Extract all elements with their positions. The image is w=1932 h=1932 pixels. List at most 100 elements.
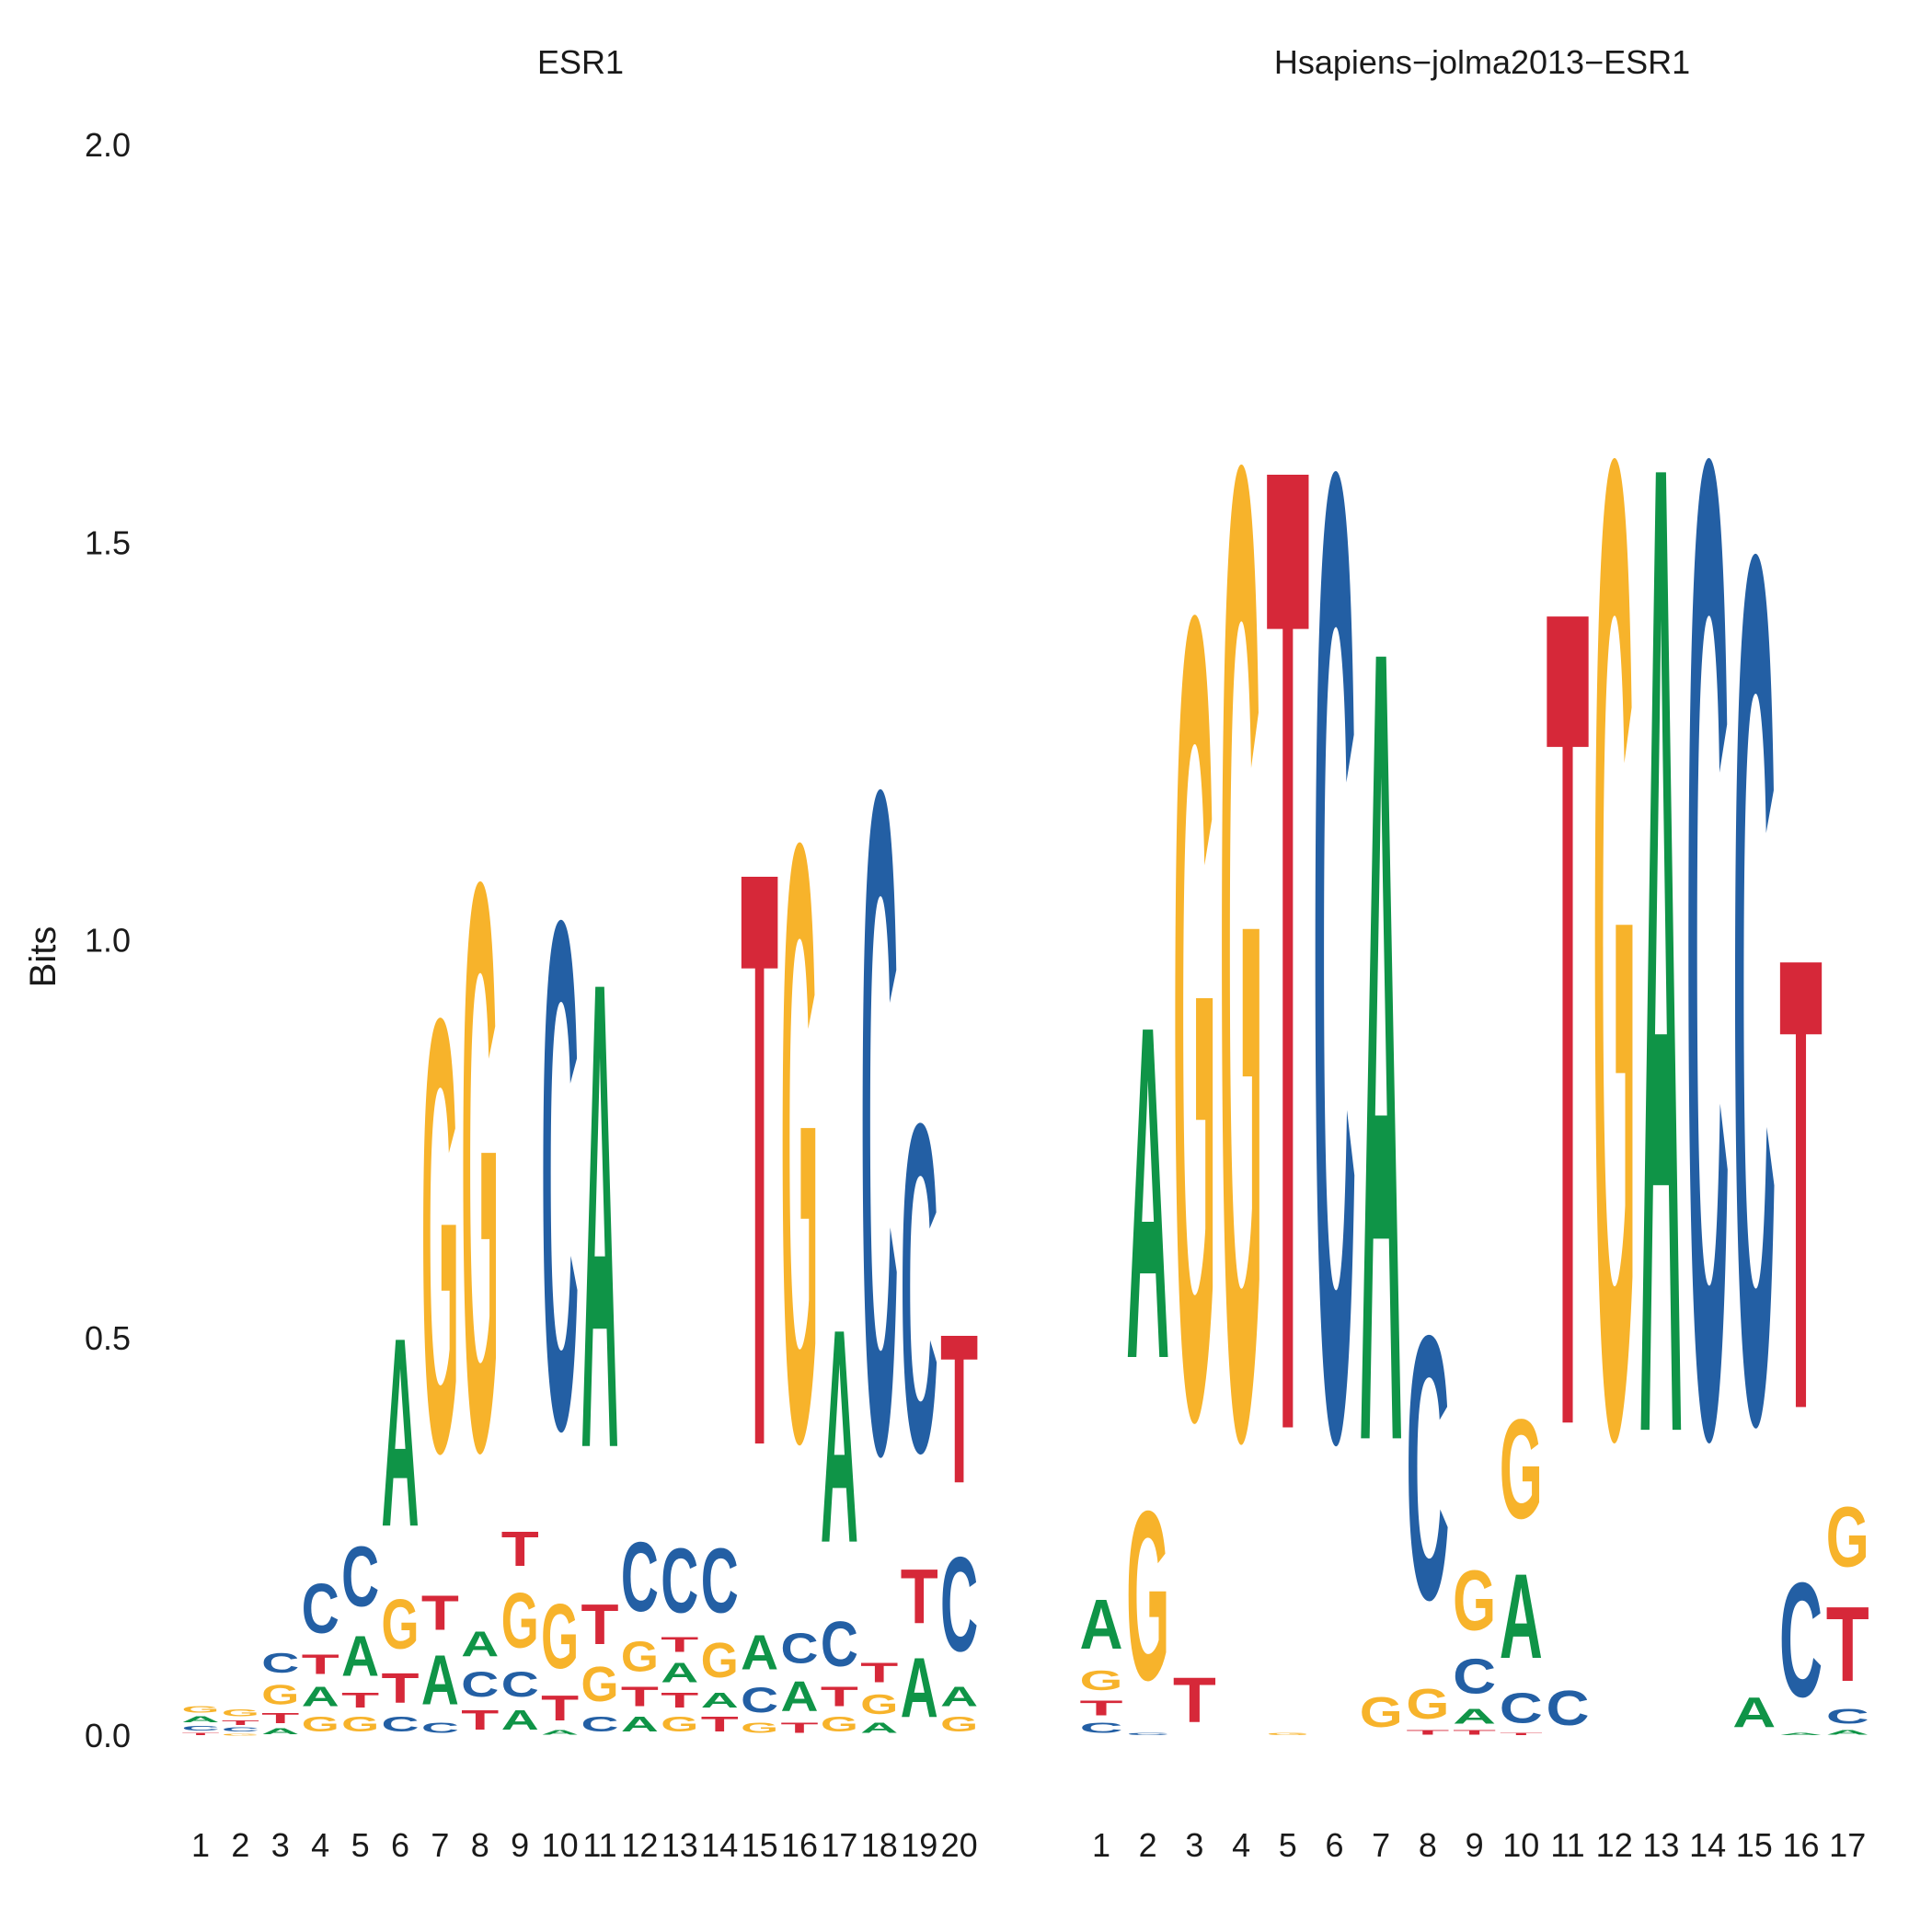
logo-letter-c: C <box>302 1570 339 1649</box>
x-tick-label: 4 <box>1232 1826 1250 1864</box>
logo-letter-a: A <box>860 1720 898 1736</box>
x-tick-label: 7 <box>431 1826 449 1864</box>
logo-letter-a: A <box>701 1689 739 1713</box>
logo-letter-t: T <box>461 1705 499 1736</box>
x-tick-label: 1 <box>191 1826 210 1864</box>
logo-letter-t: T <box>261 1711 299 1727</box>
logo-letter-g: G <box>1406 1681 1449 1729</box>
logo-letter-t: T <box>182 1732 220 1736</box>
logo-letter-c: C <box>741 1681 778 1720</box>
x-tick-label: 10 <box>542 1826 579 1864</box>
logo-letter-g: G <box>382 1585 420 1664</box>
logo-letter-c: C <box>661 1530 698 1633</box>
logo-letter-a: A <box>1126 927 1169 1459</box>
x-tick-label: 19 <box>901 1826 937 1864</box>
logo-letter-t: T <box>1173 1664 1216 1736</box>
logo-letter-c: C <box>701 1530 739 1633</box>
logo-letter-g: G <box>1126 1462 1169 1731</box>
logo-letter-c: C <box>222 1727 259 1733</box>
logo-letter-c: C <box>1686 170 1730 1725</box>
logo-letter-c: C <box>1126 1732 1169 1736</box>
logo-letter-g: G <box>860 1689 898 1720</box>
x-tick-label: 14 <box>1689 1826 1726 1864</box>
logo-letter-g: G <box>461 716 499 1620</box>
logo-letter-c: C <box>1547 1680 1590 1736</box>
logo-letter-a: A <box>581 843 619 1589</box>
logo-letter-t: T <box>421 1585 459 1640</box>
x-tick-label: 6 <box>1325 1826 1343 1864</box>
logo-letter-t: T <box>741 697 778 1618</box>
logo-letter-g: G <box>341 1712 379 1736</box>
logo-letter-t: T <box>1826 1584 1869 1704</box>
logo-letter-a: A <box>821 1266 858 1607</box>
x-tick-label: 4 <box>311 1826 329 1864</box>
logo-letter-c: C <box>1732 299 1776 1679</box>
x-tick-label: 14 <box>701 1826 738 1864</box>
logo-letter-g: G <box>1080 1665 1123 1696</box>
logo-letter-g: G <box>421 890 459 1580</box>
logo-letter-a: A <box>1500 1548 1543 1684</box>
x-tick-label: 2 <box>1139 1826 1157 1864</box>
logo-letter-c: C <box>1080 1720 1123 1736</box>
logo-letter-g: G <box>261 1679 299 1710</box>
logo-letter-a: A <box>1826 1728 1869 1736</box>
logo-letter-g: G <box>940 1712 978 1736</box>
x-tick-label: 9 <box>1466 1826 1484 1864</box>
logo-letter-c: C <box>182 1724 220 1732</box>
logo-letter-c: C <box>541 772 579 1581</box>
panel-title-jolma2013: Hsapiens−jolma2013−ESR1 <box>1274 43 1690 81</box>
x-tick-label: 13 <box>1642 1826 1679 1864</box>
logo-letter-a: A <box>341 1624 379 1688</box>
logo-panel-esr1: TCAG1GCTG2ATGC3GATC4GTAC5CTGA6CATG7TCAG8… <box>181 595 978 1864</box>
logo-letter-c: C <box>1313 187 1356 1726</box>
y-tick-label: 1.5 <box>85 523 131 561</box>
logo-letter-a: A <box>1732 1688 1776 1736</box>
logo-letter-c: C <box>860 595 898 1650</box>
x-tick-label: 15 <box>742 1826 778 1864</box>
y-axis-ticks: 0.0 0.5 1.0 1.5 2.0 <box>85 126 131 1754</box>
logo-letter-g: G <box>501 1577 539 1664</box>
logo-letter-c: C <box>940 1528 978 1680</box>
logo-letter-a: A <box>1080 1585 1123 1664</box>
x-tick-label: 5 <box>1279 1826 1297 1864</box>
logo-letter-t: T <box>901 1554 938 1640</box>
y-tick-label: 0.0 <box>85 1717 131 1754</box>
logo-letter-g: G <box>1593 170 1636 1725</box>
logo-letter-c: C <box>421 1720 459 1736</box>
logo-letter-g: G <box>621 1632 659 1680</box>
logo-letter-g: G <box>222 1708 259 1719</box>
logo-letter-t: T <box>1547 362 1590 1672</box>
logo-letter-a: A <box>261 1727 299 1736</box>
logo-letter-g: G <box>741 1720 778 1736</box>
x-tick-label: 3 <box>271 1826 290 1864</box>
x-tick-label: 12 <box>621 1826 658 1864</box>
logo-letter-t: T <box>940 1291 978 1528</box>
logo-letter-g: G <box>1266 1732 1309 1736</box>
y-axis-label: Bits <box>23 926 63 988</box>
x-tick-label: 8 <box>471 1826 489 1864</box>
logo-letter-a: A <box>302 1681 339 1712</box>
x-tick-label: 9 <box>511 1826 529 1864</box>
x-tick-label: 6 <box>391 1826 409 1864</box>
x-tick-label: 18 <box>861 1826 898 1864</box>
logo-letter-g: G <box>1826 1489 1869 1584</box>
logo-letter-t: T <box>621 1681 659 1712</box>
logo-letter-c: C <box>821 1610 858 1681</box>
logo-letter-t: T <box>1406 1728 1449 1736</box>
logo-letter-a: A <box>181 1715 219 1724</box>
x-tick-label: 7 <box>1372 1826 1390 1864</box>
logo-letter-g: G <box>701 1634 739 1689</box>
x-tick-label: 16 <box>781 1826 818 1864</box>
logo-letter-c: C <box>501 1665 539 1705</box>
logo-letter-g: G <box>1500 1389 1543 1548</box>
logo-letter-a: A <box>541 1728 579 1736</box>
x-tick-label: 11 <box>1550 1826 1584 1864</box>
logo-letter-c: C <box>1779 1549 1823 1731</box>
logo-letter-g: G <box>581 1658 619 1713</box>
logo-letter-g: G <box>661 1712 698 1736</box>
logo-letter-a: A <box>461 1626 499 1665</box>
logo-letter-t: T <box>1080 1696 1123 1720</box>
logo-letter-a: A <box>1453 1705 1496 1729</box>
x-tick-label: 17 <box>821 1826 857 1864</box>
